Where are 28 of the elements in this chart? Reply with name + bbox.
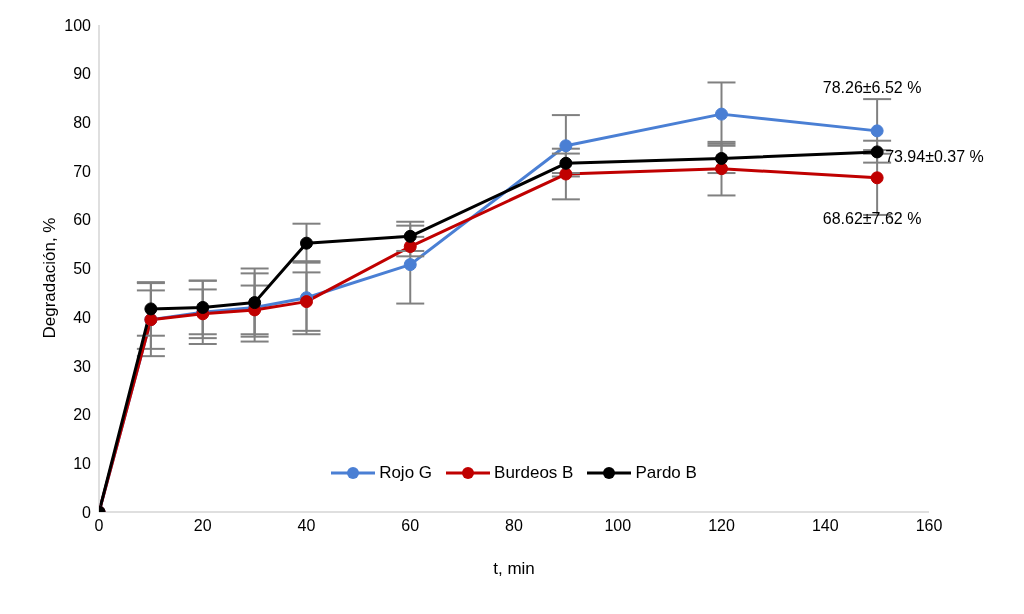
- y-tick-label: 100: [64, 16, 92, 34]
- annotation: 73.94±0.37 %: [885, 148, 984, 166]
- x-tick-label: 120: [708, 517, 735, 535]
- annotation: 68.62±7.62 %: [822, 210, 922, 228]
- y-tick-label: 20: [73, 406, 92, 424]
- y-tick-label: 10: [73, 454, 92, 472]
- y-tick-label: 40: [73, 308, 92, 326]
- legend-label: Burdeos B: [494, 463, 574, 483]
- x-tick-label: 40: [297, 517, 316, 535]
- x-tick-label: 140: [811, 517, 839, 535]
- x-axis-title: t, min: [493, 559, 535, 578]
- y-tick-label: 30: [73, 357, 92, 375]
- y-tick-label: 90: [73, 65, 92, 83]
- legend-label: Pardo B: [635, 463, 697, 483]
- x-tick-label: 100: [604, 517, 632, 535]
- y-tick-label: 60: [73, 211, 92, 229]
- x-tick-label: 20: [193, 517, 212, 535]
- annotation: 78.26±6.52 %: [822, 79, 922, 97]
- y-tick-label: 50: [73, 260, 92, 278]
- y-axis-title: Degradación, %: [40, 217, 60, 339]
- y-tick-label: 70: [73, 162, 92, 180]
- legend-label: Rojo G: [379, 463, 433, 483]
- x-tick-label: 60: [401, 517, 420, 535]
- y-tick-label: 80: [73, 114, 92, 132]
- y-tick-label: 0: [82, 503, 92, 521]
- x-tick-label: 160: [915, 517, 943, 535]
- x-tick-label: 0: [94, 517, 104, 535]
- x-tick-label: 80: [505, 517, 523, 535]
